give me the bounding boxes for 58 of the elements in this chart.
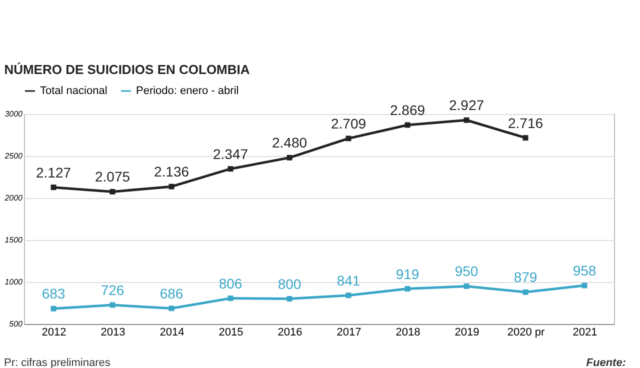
data-label: 2.869 xyxy=(390,102,426,118)
x-tick-label: 2017 xyxy=(336,326,362,338)
y-tick-label: 2000 xyxy=(4,194,24,202)
point xyxy=(168,306,174,312)
data-label: 2.136 xyxy=(154,164,190,180)
data-label: 2.480 xyxy=(272,134,308,151)
data-label: 2.927 xyxy=(448,97,484,114)
data-label: 2.127 xyxy=(36,164,72,180)
x-tick-label: 2021 xyxy=(572,326,598,338)
data-label: 726 xyxy=(100,282,124,298)
point xyxy=(228,296,234,302)
data-label: 841 xyxy=(336,272,360,288)
data-label: 2.075 xyxy=(94,168,130,185)
data-label: 686 xyxy=(160,285,184,302)
x-tick-label: 2014 xyxy=(160,326,184,338)
data-label: 806 xyxy=(218,275,242,292)
point xyxy=(404,286,410,292)
source-note: Fuente: xyxy=(586,357,626,368)
data-label: 958 xyxy=(572,262,596,279)
legend-label: Total nacional xyxy=(40,85,108,97)
data-label: 879 xyxy=(514,269,538,286)
point xyxy=(522,289,528,295)
point xyxy=(110,188,116,194)
x-tick-label: 2018 xyxy=(396,326,420,338)
point xyxy=(522,135,528,141)
y-tick-label: 2500 xyxy=(4,152,24,160)
point xyxy=(286,154,292,160)
point xyxy=(50,184,56,190)
point xyxy=(110,302,116,308)
data-label: 2.347 xyxy=(212,146,248,162)
y-tick-label: 3000 xyxy=(4,110,24,118)
point xyxy=(464,283,470,289)
chart-title: NÚMERO DE SUICIDIOS EN COLOMBIA xyxy=(4,62,250,77)
data-label: 2.716 xyxy=(508,114,544,131)
data-label: 919 xyxy=(396,266,420,282)
data-label: 800 xyxy=(278,276,302,292)
data-label: 2.709 xyxy=(330,115,366,132)
point xyxy=(464,117,470,123)
legend-label: Periodo: enero - abril xyxy=(136,85,239,97)
y-tick-label: 1500 xyxy=(4,236,24,244)
point xyxy=(168,184,174,190)
data-label: 683 xyxy=(42,286,66,302)
point xyxy=(346,136,352,142)
y-tick-label: 500 xyxy=(9,320,24,328)
point xyxy=(228,166,234,172)
x-tick-label: 2013 xyxy=(100,326,126,338)
point xyxy=(346,292,352,298)
point xyxy=(582,282,588,288)
point xyxy=(286,296,292,302)
point xyxy=(50,306,56,312)
x-tick-label: 2020 pr xyxy=(507,326,545,338)
y-tick-label: 1000 xyxy=(4,278,24,286)
x-tick-label: 2019 xyxy=(454,326,480,338)
text: Pr: cifras preliminares xyxy=(4,357,110,368)
data-label: 950 xyxy=(454,263,478,280)
x-tick-label: 2016 xyxy=(278,326,302,338)
x-tick-label: 2015 xyxy=(218,326,244,338)
x-tick-label: 2012 xyxy=(42,326,66,338)
